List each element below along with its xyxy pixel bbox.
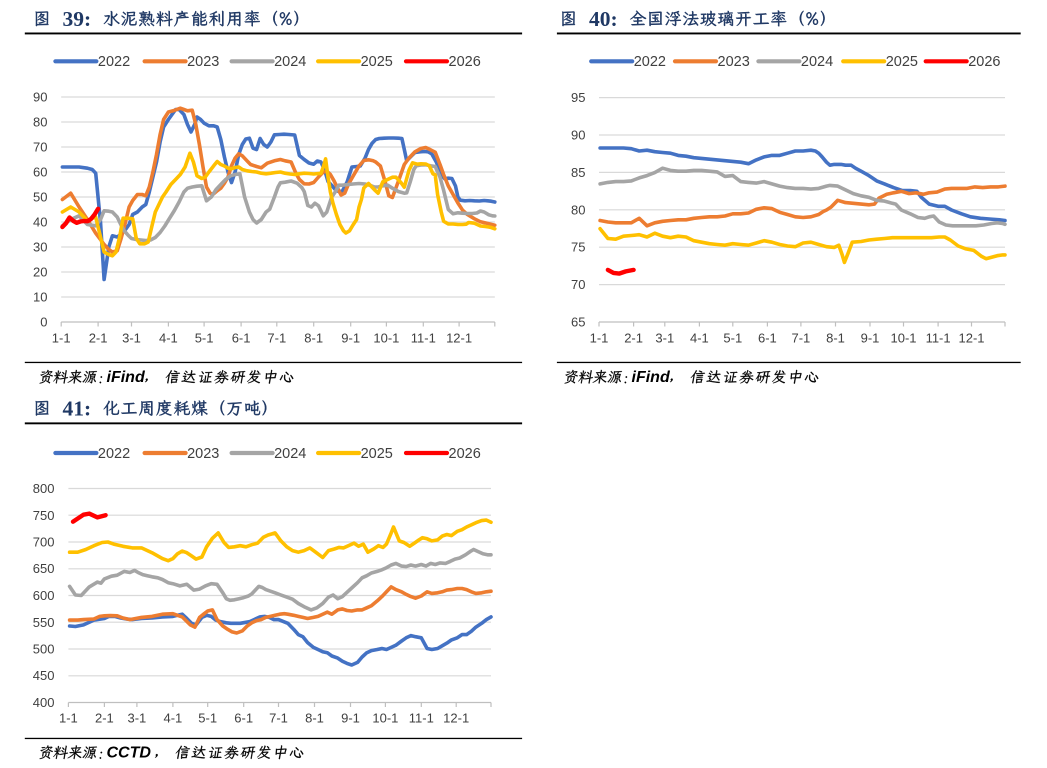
svg-text:600: 600 xyxy=(33,588,55,603)
svg-text:400: 400 xyxy=(33,695,55,710)
svg-text:11-1: 11-1 xyxy=(409,711,434,726)
svg-text:60: 60 xyxy=(33,165,47,180)
svg-text:iFind: iFind xyxy=(632,369,671,386)
svg-text:6-1: 6-1 xyxy=(758,331,777,346)
svg-text:11-1: 11-1 xyxy=(411,331,436,346)
svg-text:50: 50 xyxy=(33,190,47,205)
svg-text:6-1: 6-1 xyxy=(234,711,253,726)
svg-text:40:: 40: xyxy=(589,7,618,31)
svg-text:CCTD: CCTD xyxy=(107,745,152,762)
svg-text:450: 450 xyxy=(33,668,55,683)
svg-text:2024: 2024 xyxy=(274,54,306,70)
svg-text:1-1: 1-1 xyxy=(52,331,71,346)
svg-text:750: 750 xyxy=(33,508,55,523)
svg-text:20: 20 xyxy=(33,265,47,280)
svg-text:70: 70 xyxy=(33,140,47,155)
svg-text:10-1: 10-1 xyxy=(372,711,398,726)
svg-text:8-1: 8-1 xyxy=(304,331,323,346)
svg-text:2022: 2022 xyxy=(634,54,666,70)
svg-text:5-1: 5-1 xyxy=(198,711,217,726)
svg-text:3-1: 3-1 xyxy=(128,711,147,726)
svg-text:80: 80 xyxy=(33,115,47,130)
svg-text:12-1: 12-1 xyxy=(958,331,984,346)
svg-text:3-1: 3-1 xyxy=(655,331,674,346)
svg-text:2-1: 2-1 xyxy=(95,711,114,726)
svg-text:2024: 2024 xyxy=(274,446,306,462)
svg-text:2023: 2023 xyxy=(187,446,219,462)
svg-text:9-1: 9-1 xyxy=(341,711,360,726)
svg-text:2-1: 2-1 xyxy=(89,331,108,346)
svg-text:1-1: 1-1 xyxy=(59,711,78,726)
svg-text:8-1: 8-1 xyxy=(305,711,324,726)
svg-text:41:: 41: xyxy=(63,397,92,421)
svg-text:12-1: 12-1 xyxy=(443,711,469,726)
svg-text:2026: 2026 xyxy=(449,446,481,462)
svg-text:90: 90 xyxy=(571,128,585,143)
svg-text:11-1: 11-1 xyxy=(926,331,951,346)
svg-text:95: 95 xyxy=(571,90,585,105)
svg-text:8-1: 8-1 xyxy=(826,331,845,346)
svg-text:0: 0 xyxy=(40,315,47,330)
svg-text:2023: 2023 xyxy=(187,54,219,70)
svg-text:65: 65 xyxy=(571,315,585,330)
svg-text:75: 75 xyxy=(571,240,585,255)
svg-text:10-1: 10-1 xyxy=(890,331,916,346)
svg-text:90: 90 xyxy=(33,90,47,105)
svg-text:2026: 2026 xyxy=(449,54,481,70)
svg-text:7-1: 7-1 xyxy=(792,331,811,346)
svg-text:2022: 2022 xyxy=(98,54,130,70)
svg-text:6-1: 6-1 xyxy=(232,331,251,346)
svg-text:10: 10 xyxy=(33,290,47,305)
svg-text:4-1: 4-1 xyxy=(159,331,178,346)
svg-text:650: 650 xyxy=(33,561,55,576)
svg-text:85: 85 xyxy=(571,165,585,180)
svg-text:2025: 2025 xyxy=(886,54,918,70)
svg-text:40: 40 xyxy=(33,215,47,230)
svg-text:550: 550 xyxy=(33,615,55,630)
svg-text:1-1: 1-1 xyxy=(590,331,609,346)
svg-text:7-1: 7-1 xyxy=(267,331,286,346)
svg-text:2025: 2025 xyxy=(361,446,393,462)
svg-text:9-1: 9-1 xyxy=(861,331,880,346)
svg-text:70: 70 xyxy=(571,277,585,292)
svg-text:3-1: 3-1 xyxy=(122,331,141,346)
svg-text:800: 800 xyxy=(33,481,55,496)
svg-text:2024: 2024 xyxy=(801,54,833,70)
svg-text:2-1: 2-1 xyxy=(624,331,643,346)
svg-text:500: 500 xyxy=(33,642,55,657)
svg-text:iFind: iFind xyxy=(107,369,146,386)
svg-text:2025: 2025 xyxy=(361,54,393,70)
svg-text:12-1: 12-1 xyxy=(446,331,472,346)
svg-text:30: 30 xyxy=(33,240,47,255)
svg-text:700: 700 xyxy=(33,535,55,550)
svg-text:39:: 39: xyxy=(63,7,92,31)
svg-text:2023: 2023 xyxy=(718,54,750,70)
svg-text:5-1: 5-1 xyxy=(195,331,214,346)
svg-text:4-1: 4-1 xyxy=(690,331,709,346)
svg-text:9-1: 9-1 xyxy=(341,331,360,346)
svg-text:2022: 2022 xyxy=(98,446,130,462)
svg-text:2026: 2026 xyxy=(968,54,1000,70)
svg-text:5-1: 5-1 xyxy=(723,331,742,346)
svg-text:4-1: 4-1 xyxy=(164,711,183,726)
svg-text:7-1: 7-1 xyxy=(269,711,288,726)
svg-text:80: 80 xyxy=(571,202,585,217)
svg-text:10-1: 10-1 xyxy=(373,331,399,346)
